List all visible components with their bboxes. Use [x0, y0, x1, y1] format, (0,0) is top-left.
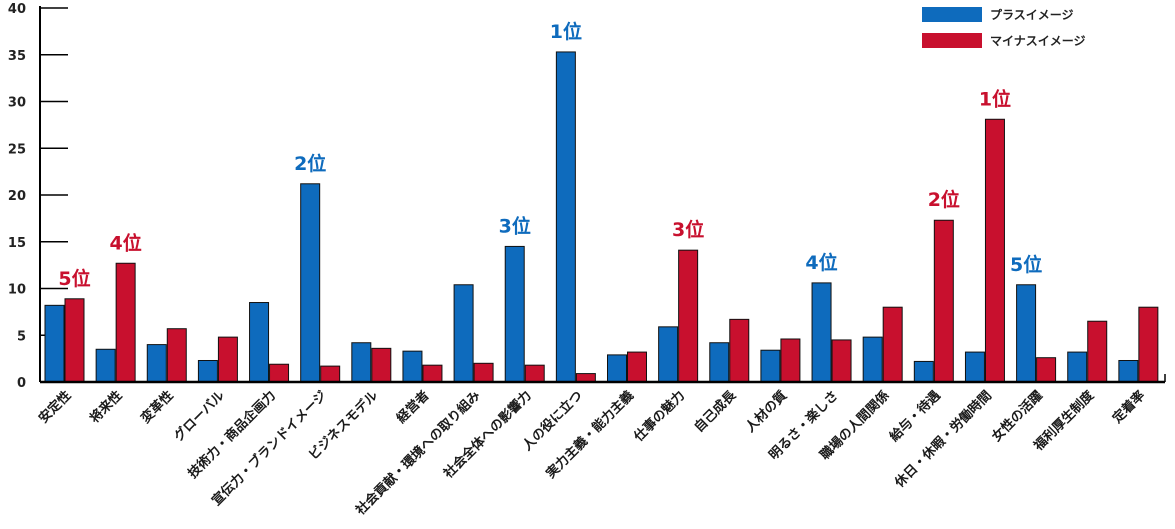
- category-label-1: 将来性: [87, 388, 126, 427]
- bar-plus-9: [504, 245, 525, 383]
- bar-minus-13: [729, 318, 750, 383]
- category-label-11: 実力主義・能力主義: [543, 388, 637, 482]
- bar-plus-8: [453, 284, 474, 383]
- bar-minus-6: [371, 347, 392, 383]
- legend-label-plus: プラスイメージ: [990, 7, 1074, 22]
- y-tick-label: 15: [8, 236, 26, 251]
- bar-plus-13: [709, 342, 730, 383]
- bar-plus-18: [964, 351, 985, 383]
- bar-plus-20: [1067, 351, 1088, 383]
- bar-plus-2: [146, 344, 167, 383]
- bar-plus-15: [811, 282, 832, 383]
- bar-minus-8: [473, 362, 494, 383]
- x-axis: [40, 374, 1166, 384]
- bar-plus-14: [760, 349, 781, 383]
- bar-minus-12: [678, 249, 699, 383]
- bar-plus-19: [1016, 284, 1037, 383]
- bar-minus-1: [115, 262, 136, 383]
- y-tick-label: 40: [8, 2, 26, 17]
- bar-plus-11: [607, 354, 627, 383]
- y-tick-label: 0: [17, 376, 26, 391]
- category-label-2: 変革性: [138, 388, 177, 427]
- bar-plus-10: [555, 51, 576, 383]
- bar-minus-15: [831, 339, 852, 383]
- y-axis: 0 5 10 15 20 25 30 35 40: [8, 2, 68, 391]
- bar-minus-9: [524, 364, 545, 383]
- bar-minus-11: [627, 351, 647, 383]
- legend: プラスイメージ マイナスイメージ: [922, 7, 1086, 48]
- bar-minus-2: [166, 328, 187, 383]
- rank-annotation-9: 5位: [1010, 253, 1042, 276]
- bar-minus-16: [882, 306, 903, 383]
- bar-plus-21: [1118, 359, 1139, 383]
- bar-minus-17: [933, 219, 954, 383]
- y-tick-label: 30: [8, 96, 26, 111]
- rank-annotation-6: 4位: [805, 251, 837, 274]
- rank-annotation-8: 1位: [979, 87, 1011, 110]
- bar-plus-5: [300, 183, 321, 383]
- bar-minus-4: [269, 363, 290, 383]
- bar-minus-19: [1036, 357, 1057, 383]
- y-tick-label: 20: [8, 189, 26, 204]
- y-tick-label: 5: [17, 329, 26, 344]
- rank-annotation-2: 2位: [294, 152, 326, 175]
- rank-annotations: 5位 4位 2位 3位 1位 3位 4位 2位 1位 5位: [58, 20, 1042, 290]
- bar-plus-17: [913, 360, 934, 383]
- bar-plus-4: [249, 302, 270, 383]
- y-tick-label: 10: [8, 283, 26, 298]
- bar-minus-0: [64, 298, 85, 383]
- bar-plus-0: [44, 304, 65, 383]
- legend-swatch-minus: [922, 33, 982, 48]
- category-label-13: 自己成長: [691, 387, 740, 436]
- rank-annotation-7: 2位: [928, 188, 960, 211]
- bar-minus-5: [320, 365, 341, 383]
- category-label-12: 仕事の魅力: [630, 388, 688, 446]
- category-label-9: 社会全体への影響力: [440, 388, 535, 483]
- rank-annotation-5: 3位: [672, 218, 704, 241]
- category-label-7: 経営者: [393, 388, 432, 427]
- category-label-18: 休日・休暇・労働時間: [891, 388, 995, 492]
- y-tick-label: 25: [8, 142, 26, 157]
- bar-minus-3: [217, 336, 238, 383]
- bar-minus-18: [984, 118, 1005, 383]
- bar-plus-3: [197, 359, 218, 383]
- legend-label-minus: マイナスイメージ: [990, 34, 1086, 48]
- bar-minus-7: [422, 364, 443, 383]
- legend-swatch-plus: [922, 7, 982, 22]
- rank-annotation-1: 4位: [110, 231, 142, 254]
- category-labels: 安定性 将来性 変革性グローバル技術力・商品企画力宣伝力・ブランドイメージビジネスモ…: [35, 387, 1148, 519]
- rank-annotation-3: 3位: [499, 214, 531, 237]
- bar-minus-14: [780, 338, 801, 383]
- rank-annotation-4: 1位: [550, 20, 582, 43]
- bar-minus-10: [575, 373, 596, 383]
- category-label-21: 定着率: [1109, 388, 1149, 428]
- bar-plus-7: [402, 350, 423, 383]
- bar-plus-6: [351, 342, 372, 383]
- bar-plus-1: [95, 348, 116, 383]
- rank-annotation-0: 5位: [58, 267, 90, 290]
- bar-plus-12: [658, 326, 679, 383]
- category-label-14: 人材の質: [742, 388, 790, 436]
- category-label-4: 技術力・商品企画力: [185, 388, 279, 482]
- bar-minus-20: [1087, 320, 1108, 383]
- bar-plus-16: [862, 336, 883, 383]
- bar-minus-21: [1138, 306, 1159, 383]
- y-tick-label: 35: [8, 49, 26, 64]
- category-label-0: 安定性: [35, 388, 74, 427]
